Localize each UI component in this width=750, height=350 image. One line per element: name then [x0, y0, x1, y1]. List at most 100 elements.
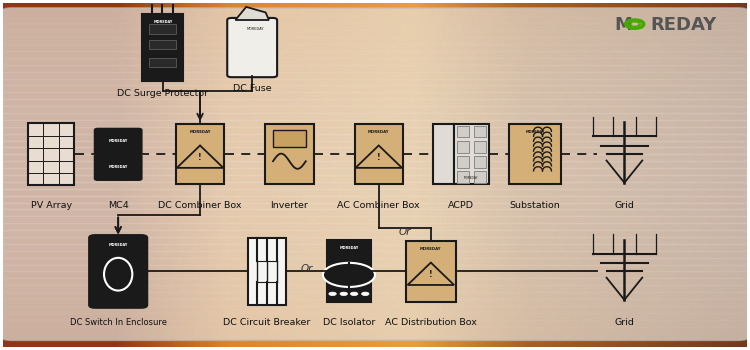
Bar: [502, 3, 506, 347]
Bar: [51, 3, 55, 347]
Bar: [665, 3, 669, 347]
Bar: [743, 3, 747, 347]
Bar: [3, 65, 747, 72]
Bar: [70, 3, 74, 347]
Bar: [248, 238, 286, 305]
Bar: [3, 320, 747, 327]
Bar: [85, 3, 88, 347]
Bar: [394, 3, 398, 347]
Circle shape: [637, 25, 640, 27]
Bar: [3, 313, 747, 320]
Bar: [136, 3, 140, 347]
Bar: [625, 3, 628, 347]
Bar: [140, 3, 144, 347]
Bar: [170, 3, 174, 347]
Bar: [718, 3, 722, 347]
Bar: [406, 241, 456, 302]
Bar: [382, 3, 386, 347]
Bar: [538, 3, 542, 347]
Text: DC Surge Protector: DC Surge Protector: [117, 89, 208, 98]
Text: AC Distribution Box: AC Distribution Box: [385, 318, 477, 327]
Bar: [196, 3, 200, 347]
Bar: [211, 3, 215, 347]
Bar: [517, 3, 520, 347]
Bar: [3, 37, 747, 44]
Text: MOREDAY: MOREDAY: [109, 166, 128, 169]
Bar: [621, 3, 625, 347]
Bar: [326, 240, 371, 302]
Circle shape: [629, 25, 633, 27]
Bar: [602, 3, 606, 347]
Bar: [3, 141, 747, 147]
Text: Or: Or: [300, 264, 313, 274]
Bar: [104, 3, 107, 347]
Polygon shape: [236, 7, 269, 20]
Bar: [628, 3, 632, 347]
Bar: [3, 161, 747, 168]
Bar: [293, 3, 297, 347]
Bar: [371, 3, 375, 347]
Bar: [3, 10, 747, 16]
Bar: [706, 3, 710, 347]
Bar: [494, 3, 498, 347]
FancyBboxPatch shape: [94, 155, 142, 180]
Bar: [111, 3, 115, 347]
Bar: [598, 3, 602, 347]
Bar: [728, 3, 732, 347]
Bar: [256, 3, 260, 347]
Bar: [3, 244, 747, 251]
Text: MOREDAY: MOREDAY: [420, 247, 442, 251]
Bar: [62, 3, 66, 347]
Bar: [561, 3, 565, 347]
Bar: [3, 230, 747, 237]
Polygon shape: [356, 146, 402, 168]
Bar: [587, 3, 591, 347]
Bar: [509, 124, 561, 184]
Bar: [193, 3, 196, 347]
Bar: [654, 3, 658, 347]
Bar: [483, 3, 487, 347]
Bar: [595, 3, 598, 347]
Bar: [3, 306, 747, 313]
Bar: [266, 124, 314, 184]
Circle shape: [328, 292, 336, 295]
Circle shape: [350, 292, 358, 295]
Circle shape: [637, 22, 640, 23]
Bar: [3, 99, 747, 106]
Bar: [509, 3, 513, 347]
Circle shape: [362, 292, 369, 295]
Bar: [606, 3, 610, 347]
Circle shape: [638, 23, 642, 25]
Bar: [3, 127, 747, 134]
Bar: [3, 3, 747, 10]
Bar: [568, 3, 572, 347]
Text: REDAY: REDAY: [650, 16, 717, 34]
Circle shape: [633, 21, 637, 23]
Bar: [454, 124, 488, 184]
Text: !: !: [198, 153, 202, 162]
Bar: [96, 3, 100, 347]
Bar: [260, 3, 263, 347]
Bar: [390, 3, 394, 347]
Bar: [304, 3, 308, 347]
Bar: [200, 3, 204, 347]
Bar: [710, 3, 714, 347]
Bar: [722, 3, 725, 347]
Bar: [3, 16, 747, 23]
Bar: [7, 3, 10, 347]
Bar: [703, 3, 706, 347]
Bar: [542, 3, 546, 347]
Bar: [676, 3, 680, 347]
Bar: [178, 3, 182, 347]
Bar: [185, 3, 189, 347]
Bar: [646, 3, 650, 347]
Text: DC Switch In Enclosure: DC Switch In Enclosure: [70, 318, 166, 327]
Bar: [474, 172, 486, 183]
Bar: [230, 3, 233, 347]
Circle shape: [633, 26, 637, 27]
Bar: [278, 3, 282, 347]
Bar: [244, 3, 248, 347]
Bar: [3, 30, 747, 37]
Bar: [474, 156, 486, 168]
Bar: [92, 3, 96, 347]
